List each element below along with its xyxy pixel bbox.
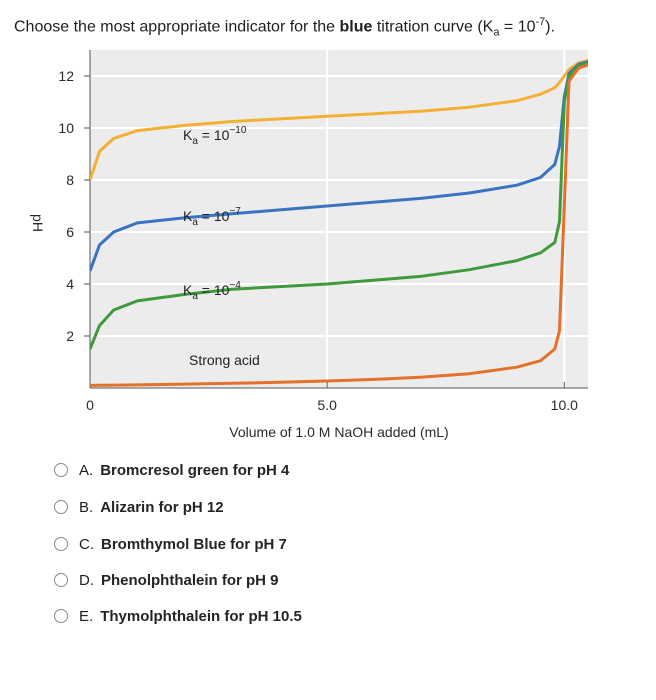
titration-curve-0 bbox=[90, 58, 588, 181]
radio-option-a[interactable] bbox=[54, 463, 68, 477]
option-d[interactable]: D. Phenolphthalein for pH 9 bbox=[54, 568, 454, 592]
option-c[interactable]: C. Bromthymol Blue for pH 7 bbox=[54, 532, 454, 556]
question-middle: titration curve (K bbox=[372, 18, 494, 36]
radio-option-d[interactable] bbox=[54, 573, 68, 587]
option-a-text: Bromcresol green for pH 4 bbox=[100, 461, 290, 479]
option-a[interactable]: A. Bromcresol green for pH 4 bbox=[54, 458, 454, 482]
annotation-strong-acid: Strong acid bbox=[189, 352, 260, 368]
y-tick-label: 2 bbox=[66, 328, 74, 344]
option-e-text: Thymolphthalein for pH 10.5 bbox=[100, 607, 302, 625]
y-tick-label: 6 bbox=[66, 224, 74, 240]
question-sub: a bbox=[493, 26, 500, 39]
question-eq: = 10 bbox=[499, 18, 536, 36]
y-tick-label: 10 bbox=[58, 120, 74, 136]
question-suffix: ). bbox=[545, 18, 556, 36]
y-tick-label: 12 bbox=[58, 68, 74, 84]
x-tick-label: 10.0 bbox=[551, 397, 578, 413]
x-axis-label: Volume of 1.0 M NaOH added (mL) bbox=[229, 424, 448, 440]
question-bold-word: blue bbox=[339, 18, 373, 36]
question-prefix: Choose the most appropriate indicator fo… bbox=[14, 18, 340, 36]
x-tick-label: 0 bbox=[86, 397, 94, 413]
titration-chart: 2 4 6 8 10 12 0 5.0 10.0 Ka = 10−10 Ka = 10−7 Ka… bbox=[0, 40, 656, 450]
y-tick-label: 8 bbox=[66, 172, 74, 188]
option-b-letter: B. bbox=[79, 498, 94, 516]
annotation-ka-7: Ka = 10−7 bbox=[183, 206, 241, 228]
option-e-letter: E. bbox=[79, 607, 94, 625]
radio-option-c[interactable] bbox=[54, 537, 68, 551]
option-c-text: Bromthymol Blue for pH 7 bbox=[101, 535, 287, 553]
axes bbox=[84, 50, 588, 389]
x-tick-label: 5.0 bbox=[317, 397, 337, 413]
tick-labels: 2 4 6 8 10 12 0 5.0 10.0 bbox=[58, 68, 578, 413]
question-text: Choose the most appropriate indicator fo… bbox=[14, 10, 644, 45]
option-a-letter: A. bbox=[79, 461, 94, 479]
option-e[interactable]: E. Thymolphthalein for pH 10.5 bbox=[54, 604, 454, 628]
option-c-letter: C. bbox=[79, 535, 94, 553]
y-axis-label: pH bbox=[30, 214, 46, 232]
titration-curve-3 bbox=[90, 63, 588, 387]
annotation-ka-10: Ka = 10−10 bbox=[183, 125, 247, 147]
radio-option-b[interactable] bbox=[54, 500, 68, 514]
option-d-letter: D. bbox=[79, 571, 94, 589]
option-d-text: Phenolphthalein for pH 9 bbox=[101, 571, 279, 589]
radio-option-e[interactable] bbox=[54, 609, 68, 623]
series-group bbox=[90, 58, 588, 387]
question-sup: -7 bbox=[535, 16, 546, 28]
y-tick-label: 4 bbox=[66, 276, 74, 292]
option-b[interactable]: B. Alizarin for pH 12 bbox=[54, 495, 454, 519]
annotation-ka-4: Ka = 10−4 bbox=[183, 280, 241, 302]
option-b-text: Alizarin for pH 12 bbox=[100, 498, 224, 516]
